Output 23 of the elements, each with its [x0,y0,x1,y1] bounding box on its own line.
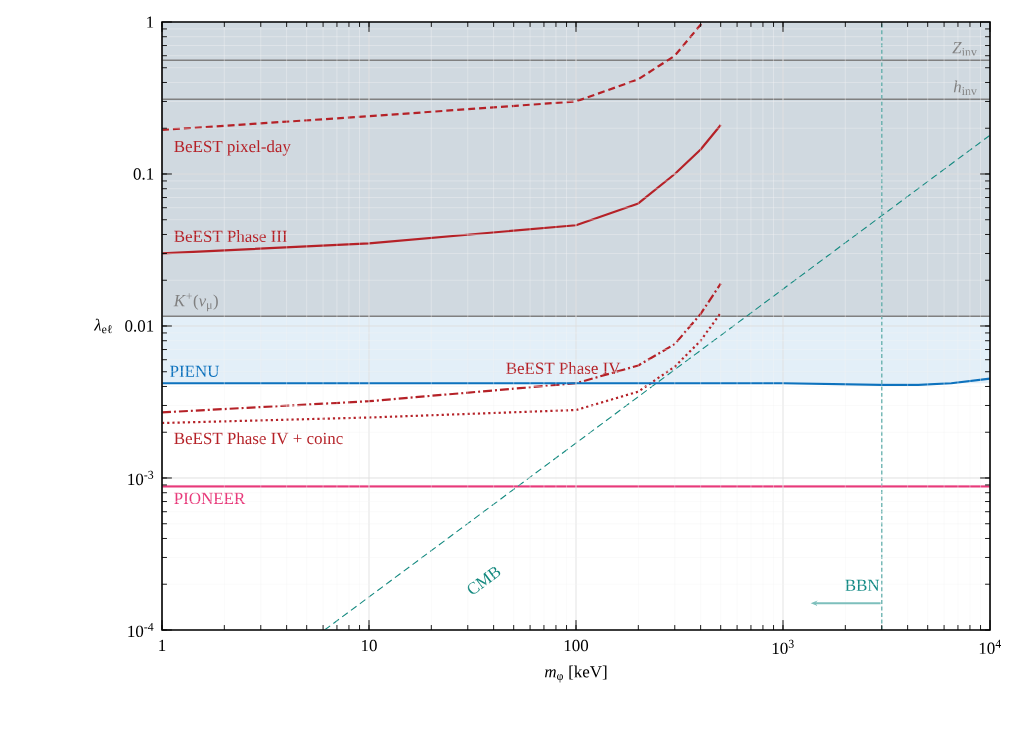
series-label: BeEST Phase IV [506,362,621,375]
x-tick-label: 10$^{4}$ [979,639,1002,655]
y-tick-label: 10$^{-3}$ [128,470,154,486]
ref-line-label: BBN [845,579,880,591]
series-label: BeEST pixel-day [174,140,291,156]
series-label: BeEST Phase IV + coinc [174,432,343,445]
series-label: BeEST Phase III [174,230,287,243]
y-tick-label: 1 [147,16,154,28]
series-label: h$_{inv}$ [953,80,977,96]
series-label: K$^{+}$(ν$_{μ}$) [173,293,218,312]
x-tick-label: 1 [159,639,166,651]
series-label: Z$_{inv}$ [952,42,977,56]
y-tick-label: 0.01 [125,320,154,332]
x-tick-label: 10 [362,639,377,652]
y-tick-label: 10$^{-4}$ [128,622,154,638]
y-tick-label: 0.1 [133,168,154,180]
series-label: PIONEER [174,492,246,505]
y-axis-title: λ$_{eℓ}$ [93,318,112,334]
x-tick-label: 10$^{3}$ [772,639,794,655]
x-tick-label: 100 [564,639,589,652]
series-label: PIENU [170,365,220,378]
text: CMB [467,566,501,594]
x-axis-title: m$_{φ}$ [keV] [544,665,607,683]
